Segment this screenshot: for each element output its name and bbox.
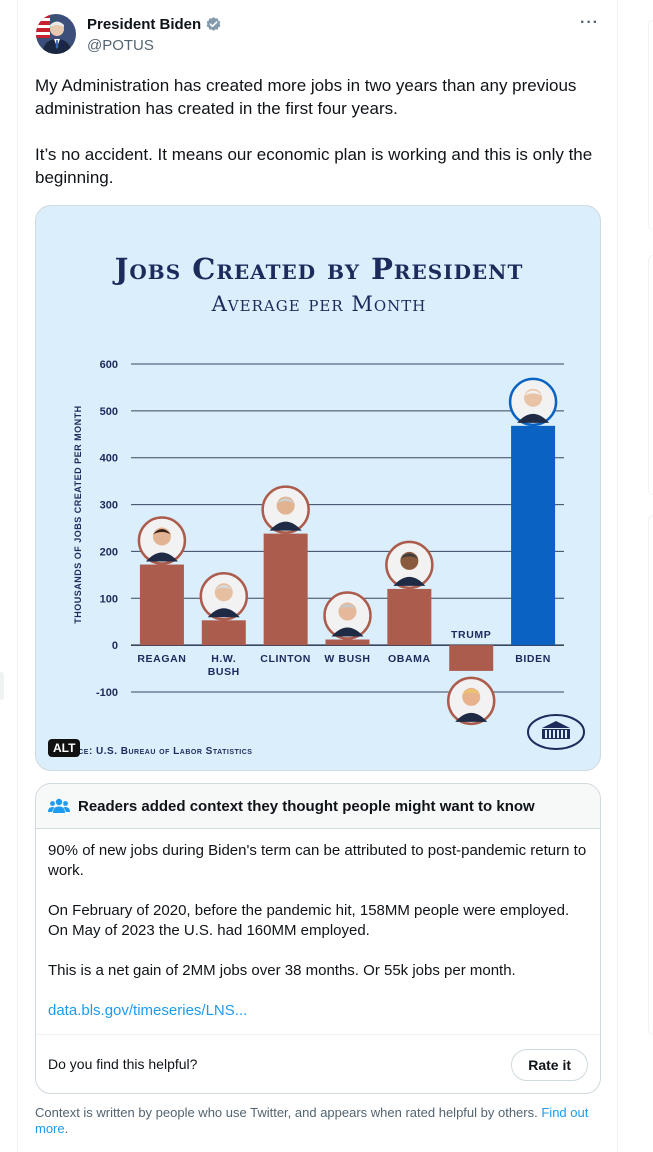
white-house-logo-icon	[527, 714, 585, 750]
author-row: President Biden	[87, 16, 222, 33]
alt-text-badge[interactable]: ALT	[48, 739, 81, 757]
disclaimer-text: Context is written by people who use Twi…	[35, 1105, 538, 1120]
y-tick-label: 0	[112, 640, 118, 652]
y-tick-label: 300	[100, 500, 118, 512]
chart-source: Source: U.S. Bureau of Labor Statistics	[54, 746, 253, 757]
x-category-label: OBAMA	[388, 653, 431, 665]
bar-h-w-bush	[201, 620, 246, 646]
note-paragraph: This is a net gain of 2MM jobs over 38 m…	[48, 962, 516, 979]
x-category-label: CLINTON	[260, 653, 311, 665]
portrait-suit	[517, 413, 550, 423]
portrait-suit	[455, 712, 488, 722]
tweet-media-chart[interactable]: Jobs Created by President Average per Mo…	[35, 205, 601, 771]
chart-subtitle: Average per Month	[211, 292, 427, 316]
portrait-suit	[331, 627, 364, 637]
portrait-suit	[207, 608, 240, 618]
rate-it-button[interactable]: Rate it	[511, 1049, 588, 1081]
timeline-left-border	[17, 0, 18, 1152]
x-category-label: BIDEN	[515, 653, 551, 665]
left-edge-element	[0, 672, 4, 700]
tweet-paragraph: It’s no accident. It means our economic …	[35, 145, 593, 187]
verified-badge-icon	[205, 16, 222, 33]
portrait-hair	[462, 689, 481, 695]
bar-w-bush	[325, 639, 370, 646]
x-category-label: H.W. BUSH	[208, 653, 240, 678]
people-icon	[48, 797, 70, 815]
sidebar-card-middle	[648, 255, 653, 495]
community-note-disclaimer: Context is written by people who use Twi…	[35, 1105, 601, 1137]
sidebar-card-top	[648, 20, 653, 230]
portrait-hair	[400, 553, 419, 559]
bar-obama	[387, 588, 432, 646]
bar-clinton	[263, 533, 308, 646]
note-paragraph: 90% of new jobs during Biden's term can …	[48, 842, 587, 879]
community-note-footer: Do you find this helpful? Rate it	[36, 1034, 600, 1093]
community-note-title: Readers added context they thought peopl…	[78, 797, 535, 815]
bar-chart: 600 500 400 300 200 100 0 -100 THOUSANDS OF JOBS…	[73, 359, 564, 726]
portrait-hair	[152, 529, 171, 535]
bar-reagan	[139, 564, 184, 646]
portrait-hair	[338, 604, 357, 610]
note-source-link[interactable]: data.bls.gov/timeseries/LNS...	[48, 1002, 248, 1019]
portrait-hair	[276, 498, 295, 504]
bar-biden	[511, 425, 556, 646]
bar-trump	[449, 645, 494, 671]
helpful-question: Do you find this helpful?	[48, 1056, 198, 1072]
y-tick-label: 100	[100, 593, 118, 605]
y-tick-label: -100	[96, 687, 118, 699]
find-out-more-link[interactable]: Find out more	[35, 1105, 589, 1136]
note-paragraph: On February of 2020, before the pandemic…	[48, 902, 570, 939]
chart-title: Jobs Created by President	[114, 252, 524, 286]
portrait-suit	[145, 552, 178, 562]
x-category-label: W BUSH	[324, 653, 370, 665]
timeline-right-border	[617, 0, 618, 1152]
avatar[interactable]	[36, 14, 76, 54]
y-tick-label: 600	[100, 359, 118, 371]
community-note: Readers added context they thought peopl…	[35, 783, 601, 1094]
tweet-text: My Administration has created more jobs …	[35, 74, 605, 212]
community-note-body: 90% of new jobs during Biden's term can …	[36, 829, 600, 1021]
x-category-label: TRUMP	[451, 629, 491, 641]
y-tick-label: 400	[100, 453, 118, 465]
y-axis-label: THOUSANDS OF JOBS CREATED PER MONTH	[73, 405, 83, 623]
y-tick-label: 500	[100, 406, 118, 418]
tweet-header: President Biden @POTUS ···	[18, 14, 617, 58]
community-note-header: Readers added context they thought peopl…	[36, 784, 600, 829]
sidebar-card-bottom	[648, 515, 653, 1035]
portrait-suit	[393, 576, 426, 586]
disclaimer-period: .	[64, 1121, 69, 1136]
portrait-hair	[214, 584, 233, 591]
more-options-icon[interactable]: ···	[580, 14, 599, 31]
portrait-hair	[524, 390, 543, 396]
tweet-paragraph: My Administration has created more jobs …	[35, 76, 577, 118]
y-tick-label: 200	[100, 546, 118, 558]
x-category-label: REAGAN	[137, 653, 186, 665]
portrait-suit	[269, 521, 302, 531]
author-handle[interactable]: @POTUS	[87, 37, 154, 54]
author-name[interactable]: President Biden	[87, 16, 202, 33]
